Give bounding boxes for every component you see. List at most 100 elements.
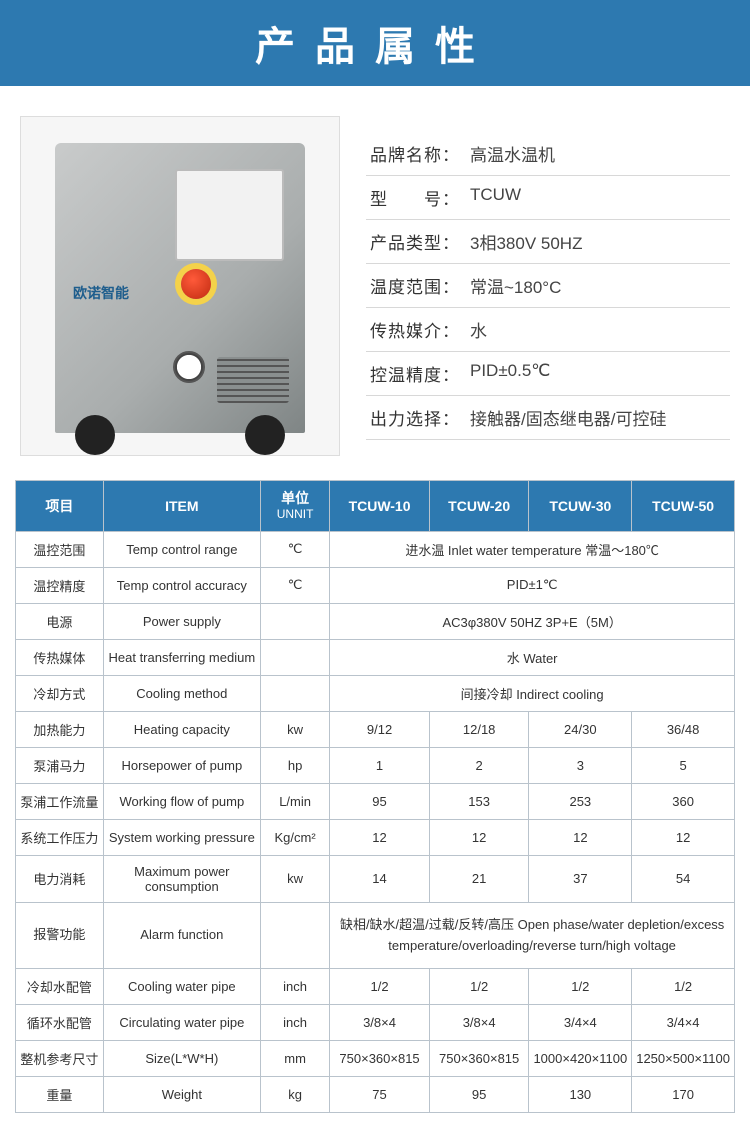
cell-span: AC3φ380V 50HZ 3P+E（5M）: [330, 603, 735, 639]
spec-row: 产品类型： 3相380V 50HZ: [366, 220, 730, 264]
cell-item: Alarm function: [103, 902, 260, 969]
pressure-gauge-icon: [173, 351, 205, 383]
cell-cn: 电源: [16, 603, 104, 639]
cell-value: 9/12: [330, 711, 430, 747]
cell-value: 1: [330, 747, 430, 783]
cell-cn: 循环水配管: [16, 1005, 104, 1041]
table-head: 项目 ITEM 单位 UNNIT TCUW-10 TCUW-20 TCUW-30…: [16, 481, 735, 532]
table-row: 循环水配管Circulating water pipeinch3/8×43/8×…: [16, 1005, 735, 1041]
cell-unit: kg: [260, 1077, 329, 1113]
cell-value: 21: [429, 855, 529, 902]
table-row: 冷却水配管Cooling water pipeinch1/21/21/21/2: [16, 969, 735, 1005]
cell-value: 12: [330, 819, 430, 855]
spec-label: 型 号：: [370, 185, 470, 210]
spec-label: 控温精度：: [370, 361, 470, 386]
cell-value: 95: [429, 1077, 529, 1113]
spec-row: 控温精度： PID±0.5℃: [366, 352, 730, 396]
cell-value: 3: [529, 747, 632, 783]
table-row: 报警功能Alarm function缺相/缺水/超温/过载/反转/高压 Open…: [16, 902, 735, 969]
table-row: 电力消耗Maximum power consumptionkw14213754: [16, 855, 735, 902]
th-unit: 单位 UNNIT: [260, 481, 329, 532]
table-row: 整机参考尺寸Size(L*W*H)mm750×360×815750×360×81…: [16, 1041, 735, 1077]
summary-spec-list: 品牌名称： 高温水温机 型 号： TCUW 产品类型： 3相380V 50HZ …: [366, 132, 730, 440]
cell-item: Heat transferring medium: [103, 639, 260, 675]
cell-span: 间接冷却 Indirect cooling: [330, 675, 735, 711]
spec-label: 品牌名称：: [370, 141, 470, 166]
cell-unit: ℃: [260, 531, 329, 567]
cell-unit: kw: [260, 711, 329, 747]
cell-value: 1250×500×1100: [632, 1041, 735, 1077]
cell-unit: ℃: [260, 567, 329, 603]
cell-value: 1/2: [429, 969, 529, 1005]
th-model: TCUW-20: [429, 481, 529, 532]
cell-item: Cooling method: [103, 675, 260, 711]
cell-unit: [260, 675, 329, 711]
cell-unit: mm: [260, 1041, 329, 1077]
table-body: 温控范围Temp control range℃进水温 Inlet water t…: [16, 531, 735, 1113]
cell-value: 12: [529, 819, 632, 855]
cell-item: Temp control range: [103, 531, 260, 567]
cell-item: Weight: [103, 1077, 260, 1113]
emergency-stop-icon: [181, 269, 211, 299]
cell-item: Size(L*W*H): [103, 1041, 260, 1077]
cell-value: 750×360×815: [330, 1041, 430, 1077]
cell-value: 75: [330, 1077, 430, 1113]
cell-unit: inch: [260, 1005, 329, 1041]
cell-unit: hp: [260, 747, 329, 783]
spec-value: 水: [470, 317, 726, 342]
cell-cn: 重量: [16, 1077, 104, 1113]
page-title: 产品属性: [255, 14, 495, 72]
cell-value: 130: [529, 1077, 632, 1113]
caster-wheel-icon: [245, 415, 285, 455]
cell-value: 1000×420×1100: [529, 1041, 632, 1077]
cell-item: Circulating water pipe: [103, 1005, 260, 1041]
table-row: 传热媒体Heat transferring medium 水 Water: [16, 639, 735, 675]
cell-value: 3/4×4: [632, 1005, 735, 1041]
spec-row: 型 号： TCUW: [366, 176, 730, 220]
spec-value: 常温~180°C: [470, 273, 726, 298]
cell-cn: 泵浦马力: [16, 747, 104, 783]
cell-value: 36/48: [632, 711, 735, 747]
table-row: 冷却方式Cooling method间接冷却 Indirect cooling: [16, 675, 735, 711]
table-row: 泵浦马力Horsepower of pumphp1235: [16, 747, 735, 783]
spec-row: 品牌名称： 高温水温机: [366, 132, 730, 176]
th-model: TCUW-10: [330, 481, 430, 532]
top-section: 欧诺智能 品牌名称： 高温水温机 型 号： TCUW 产品类型： 3相380V …: [0, 86, 750, 480]
cell-item: Maximum power consumption: [103, 855, 260, 902]
product-photo: 欧诺智能: [20, 116, 340, 456]
cell-value: 3/4×4: [529, 1005, 632, 1041]
th-unit-cn: 单位: [281, 490, 309, 506]
cell-item: Working flow of pump: [103, 783, 260, 819]
cell-cn: 传热媒体: [16, 639, 104, 675]
cell-item: System working pressure: [103, 819, 260, 855]
cell-span: 水 Water: [330, 639, 735, 675]
cell-item: Temp control accuracy: [103, 567, 260, 603]
spec-label: 出力选择：: [370, 405, 470, 430]
spec-label: 传热媒介：: [370, 317, 470, 342]
th-item: ITEM: [103, 481, 260, 532]
spec-value: 高温水温机: [470, 141, 726, 166]
cell-value: 3/8×4: [429, 1005, 529, 1041]
cell-unit: [260, 639, 329, 675]
cell-value: 750×360×815: [429, 1041, 529, 1077]
th-model: TCUW-30: [529, 481, 632, 532]
table-row: 重量Weightkg7595130170: [16, 1077, 735, 1113]
cell-cn: 报警功能: [16, 902, 104, 969]
th-unit-en: UNNIT: [265, 507, 325, 523]
cell-value: 12/18: [429, 711, 529, 747]
table-row: 系统工作压力System working pressureKg/cm²12121…: [16, 819, 735, 855]
cell-value: 253: [529, 783, 632, 819]
spec-value: TCUW: [470, 185, 726, 210]
table-row: 温控精度Temp control accuracy℃PID±1℃: [16, 567, 735, 603]
cell-unit: kw: [260, 855, 329, 902]
table-row: 加热能力Heating capacitykw9/1212/1824/3036/4…: [16, 711, 735, 747]
caster-wheel-icon: [75, 415, 115, 455]
cell-cn: 系统工作压力: [16, 819, 104, 855]
spec-row: 出力选择： 接触器/固态继电器/可控硅: [366, 396, 730, 440]
cell-value: 2: [429, 747, 529, 783]
cell-span: 进水温 Inlet water temperature 常温～180℃: [330, 531, 735, 567]
th-model: TCUW-50: [632, 481, 735, 532]
cell-value: 1/2: [529, 969, 632, 1005]
cell-value: 37: [529, 855, 632, 902]
cell-value: 1/2: [330, 969, 430, 1005]
